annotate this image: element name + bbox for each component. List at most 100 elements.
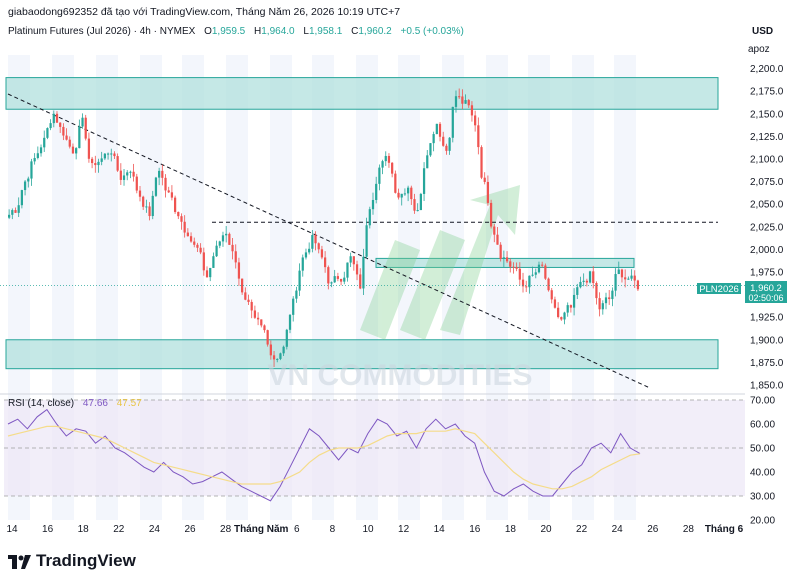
price-tick-label: 2,000.0 bbox=[750, 245, 784, 256]
candle-body bbox=[483, 177, 486, 182]
candle-body bbox=[371, 199, 375, 210]
candle-body bbox=[193, 241, 196, 245]
candle-body bbox=[509, 261, 512, 267]
rsi-tick-label: 20.00 bbox=[750, 516, 775, 527]
candle-body bbox=[391, 162, 394, 174]
candle-body bbox=[189, 236, 193, 242]
price-tick-label: 1,900.0 bbox=[750, 335, 784, 346]
candle-body bbox=[627, 278, 630, 280]
candle-body bbox=[244, 292, 247, 300]
price-tick-label: 2,125.0 bbox=[750, 132, 784, 143]
candle-body bbox=[400, 193, 403, 198]
candle-body bbox=[604, 297, 608, 304]
candle-body bbox=[241, 278, 244, 293]
open-value: 1,959.5 bbox=[211, 26, 246, 37]
candle-body bbox=[582, 280, 585, 282]
time-tick-label: 10 bbox=[362, 524, 374, 535]
candle-body bbox=[55, 113, 59, 123]
candle-body bbox=[46, 128, 49, 138]
time-tick-label: 28 bbox=[220, 524, 232, 535]
candle-body bbox=[505, 257, 509, 262]
last-price-tag bbox=[745, 281, 787, 303]
candle-body bbox=[231, 244, 234, 252]
instrument-name[interactable]: Platinum Futures (Jul 2026) · 4h · NYMEX bbox=[8, 26, 196, 37]
candle-body bbox=[87, 138, 91, 159]
price-axis[interactable]: 2,200.0 2,175.0 2,150.0 2,125.0 2,100.0 2,075… bbox=[750, 64, 784, 391]
price-tick-label: 1,850.0 bbox=[750, 380, 784, 391]
candle-body bbox=[292, 298, 295, 315]
price-tick-label: 2,025.0 bbox=[750, 222, 784, 233]
candle-body bbox=[196, 244, 199, 248]
candle-body bbox=[416, 210, 419, 212]
candle-body bbox=[129, 171, 132, 173]
tradingview-logo[interactable]: TradingView bbox=[8, 551, 136, 571]
candle-body bbox=[298, 270, 301, 291]
time-tick-label: 18 bbox=[78, 524, 90, 535]
candle-body bbox=[317, 243, 320, 250]
candle-body bbox=[636, 280, 640, 290]
candle-body bbox=[464, 100, 467, 104]
candle-body bbox=[352, 256, 355, 265]
time-axis[interactable]: 14 16 18 22 24 26 28 Tháng Năm 6 8 10 12 14 16 18 20 22 2… bbox=[6, 524, 743, 535]
candle-body bbox=[410, 187, 413, 200]
candle-body bbox=[253, 310, 257, 318]
candle-body bbox=[164, 177, 167, 191]
candle-body bbox=[183, 221, 186, 233]
candle-body bbox=[247, 299, 250, 302]
rsi-tick-label: 50.00 bbox=[750, 444, 775, 455]
candle-body bbox=[100, 158, 103, 162]
candle-body bbox=[202, 252, 205, 271]
price-tick-label: 2,200.0 bbox=[750, 64, 784, 75]
candle-body bbox=[158, 170, 161, 178]
instrument-legend: Platinum Futures (Jul 2026) · 4h · NYMEX… bbox=[8, 26, 464, 37]
candle-body bbox=[541, 264, 544, 266]
candle-body bbox=[633, 275, 636, 281]
rsi-tick-label: 30.00 bbox=[750, 492, 775, 503]
candle-body bbox=[215, 245, 218, 257]
candle-body bbox=[451, 106, 454, 138]
candle-body bbox=[553, 299, 557, 308]
candle-body bbox=[368, 209, 371, 226]
zone-box bbox=[5, 77, 719, 110]
candle-body bbox=[320, 249, 324, 258]
tradingview-logo-icon bbox=[8, 554, 32, 569]
time-tick-label: 28 bbox=[683, 524, 695, 535]
candle-body bbox=[94, 163, 97, 166]
currency-label[interactable]: USD bbox=[752, 26, 774, 37]
candle-body bbox=[343, 277, 346, 282]
candle-body bbox=[572, 294, 576, 308]
candle-body bbox=[327, 267, 330, 284]
candle-body bbox=[75, 148, 78, 154]
candle-body bbox=[260, 319, 263, 326]
symbol-tag-label: PLN2026 bbox=[699, 284, 739, 295]
candle-body bbox=[11, 210, 14, 215]
candle-body bbox=[458, 96, 461, 98]
candle-body bbox=[624, 277, 627, 280]
candle-body bbox=[601, 303, 604, 310]
candle-body bbox=[119, 170, 122, 180]
candle-body bbox=[17, 205, 20, 213]
rsi-ma-line bbox=[7, 425, 641, 490]
candle-body bbox=[620, 269, 624, 278]
rsi-label[interactable]: RSI (14, close) bbox=[8, 398, 75, 409]
candle-body bbox=[78, 126, 81, 149]
time-tick-label: 24 bbox=[612, 524, 624, 535]
candle-body bbox=[30, 161, 33, 179]
candle-body bbox=[65, 135, 68, 140]
candle-body bbox=[126, 172, 129, 176]
candle-body bbox=[304, 252, 308, 258]
candle-body bbox=[97, 161, 100, 166]
price-tick-label: 1,975.0 bbox=[750, 267, 784, 278]
candle-body bbox=[71, 146, 75, 154]
countdown-label: 02:50:06 bbox=[748, 293, 783, 303]
candle-body bbox=[135, 176, 138, 191]
candle-body bbox=[630, 275, 633, 279]
rsi-axis: 70.00 60.00 50.00 40.00 30.00 20.00 bbox=[750, 396, 775, 527]
candle-body bbox=[209, 267, 212, 278]
time-tick-label: 8 bbox=[330, 524, 336, 535]
candle-body bbox=[269, 344, 272, 356]
time-tick-label: 16 bbox=[469, 524, 481, 535]
candle-body bbox=[435, 123, 438, 135]
candle-body bbox=[569, 305, 573, 308]
symbol-tag bbox=[697, 283, 741, 294]
